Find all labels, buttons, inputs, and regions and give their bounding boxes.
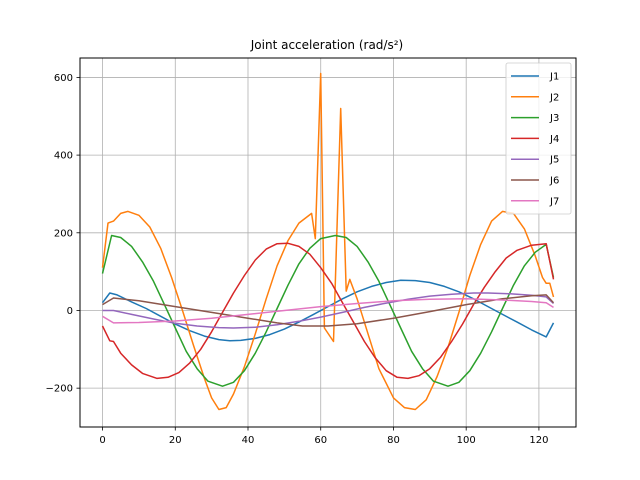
y-tick-label: −200: [46, 384, 73, 395]
plot-frame: [79, 57, 577, 428]
legend-label-j3: J3: [549, 113, 559, 124]
y-tick-label: 400: [54, 151, 73, 162]
series-lines: [101, 72, 555, 411]
legend: J1 J2 J3 J4 J5 J6 J7: [505, 62, 572, 215]
x-tick-label: 120: [529, 435, 548, 446]
chart-title: Joint acceleration (rad/s²): [250, 38, 403, 52]
legend-label-j5: J5: [549, 155, 559, 166]
legend-label-j1: J1: [549, 72, 559, 83]
series-line-j4: [101, 242, 555, 380]
x-tick-label: 80: [387, 435, 400, 446]
series-line-j2: [101, 72, 555, 411]
legend-label-j7: J7: [549, 196, 559, 207]
x-tick-label: 100: [457, 435, 476, 446]
x-tick-label: 60: [314, 435, 327, 446]
series-line-j6: [102, 294, 555, 327]
series-line-j5: [102, 292, 555, 329]
legend-label-j2: J2: [549, 92, 559, 103]
legend-label-j6: J6: [549, 176, 559, 187]
y-tick-label: 600: [54, 73, 73, 84]
y-axis: −200 0 200 400 600: [46, 73, 80, 395]
y-tick-label: 200: [54, 228, 73, 239]
series-line-j7: [102, 298, 554, 324]
grid-lines: [80, 58, 576, 427]
legend-label-j4: J4: [549, 134, 559, 145]
series-line-j3: [101, 234, 555, 387]
x-tick-label: 0: [99, 435, 105, 446]
x-tick-label: 20: [169, 435, 182, 446]
x-axis: 0 20 40 60 80 100 120: [99, 427, 548, 446]
x-tick-label: 40: [242, 435, 255, 446]
y-tick-label: 0: [67, 306, 73, 317]
